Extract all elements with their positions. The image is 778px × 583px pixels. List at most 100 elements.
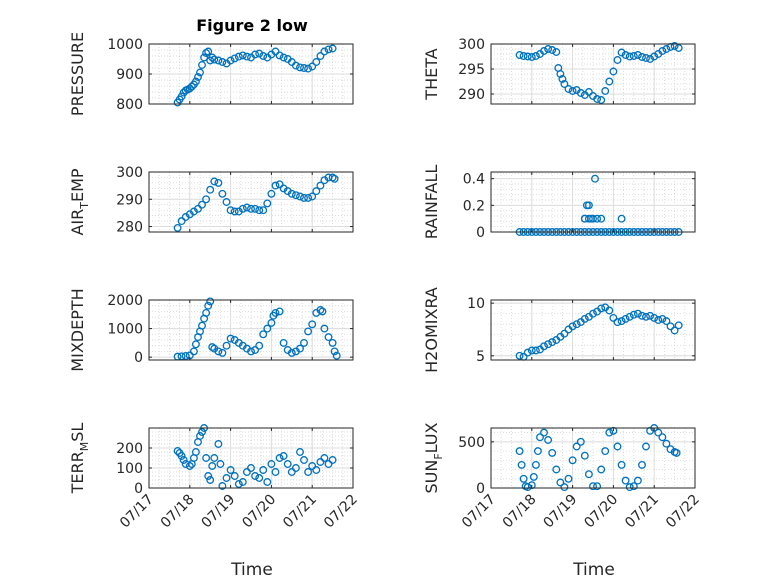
x-axis-label-right: Time (572, 560, 615, 580)
data-point (181, 352, 190, 360)
data-point (218, 348, 227, 357)
data-point (515, 351, 524, 360)
data-point (255, 49, 264, 58)
data-point (198, 321, 206, 330)
data-point (230, 207, 239, 216)
data-point (324, 45, 333, 54)
data-point (332, 351, 341, 360)
y-axis-label: H2OMIXRA (422, 287, 441, 373)
data-point (601, 87, 610, 95)
data-point (251, 204, 260, 213)
data-point (605, 306, 614, 315)
data-point (300, 338, 308, 347)
data-point (674, 321, 683, 330)
data-point (629, 310, 638, 319)
data-point (654, 428, 663, 437)
data-point (263, 199, 272, 208)
data-point (658, 433, 667, 442)
data-point (234, 52, 243, 61)
data-point (613, 56, 622, 64)
data-point (544, 340, 553, 349)
y-tick-label: 290 (458, 87, 485, 103)
data-point (646, 311, 655, 320)
y-axis-label: PRESSURE (68, 32, 87, 116)
axes-box (148, 299, 354, 361)
data-point (191, 340, 200, 349)
data-point (316, 52, 325, 60)
data-point (287, 468, 296, 476)
data-point (271, 47, 280, 56)
x-tick-label: 07/18 (158, 492, 198, 532)
data-point (572, 442, 581, 451)
data-point (536, 433, 544, 442)
data-point (560, 329, 569, 338)
data-point (576, 89, 585, 97)
data-point (527, 53, 536, 61)
data-point (324, 460, 333, 468)
data-point (287, 348, 296, 357)
data-point (601, 447, 610, 456)
data-point (204, 472, 213, 480)
data-point (304, 327, 313, 336)
data-point (291, 464, 300, 472)
data-point (330, 347, 339, 356)
data-point (194, 73, 202, 81)
data-point (593, 482, 602, 491)
data-point (605, 77, 614, 86)
data-point (560, 80, 569, 88)
subplot-1: 800 900 1000 PRESSURE (68, 32, 354, 116)
y-tick-label: 1000 (107, 37, 143, 53)
data-point (300, 64, 308, 72)
data-point (517, 460, 526, 469)
data-point (646, 55, 655, 63)
data-point (177, 217, 186, 226)
data-point (529, 472, 538, 481)
data-point (552, 48, 561, 56)
data-point (564, 474, 573, 483)
data-point (629, 482, 638, 491)
data-point (533, 447, 542, 456)
data-point (617, 460, 626, 469)
data-point (208, 53, 217, 62)
data-point (320, 454, 329, 462)
data-point (531, 52, 540, 60)
axes-box (148, 171, 354, 233)
data-point (633, 51, 642, 59)
data-point (185, 84, 194, 93)
data-point (633, 309, 642, 318)
y-tick-label: 2000 (107, 293, 143, 309)
data-point (515, 51, 524, 59)
data-point (204, 301, 213, 310)
data-point (617, 317, 626, 326)
data-point (255, 341, 264, 350)
data-point (202, 454, 211, 462)
data-point (548, 338, 557, 347)
subplot-3: 280 290 300 AIRTEMP (68, 165, 354, 236)
data-point (238, 204, 247, 213)
data-point (296, 192, 304, 201)
subplot-2: 290 295 300 THETA (422, 37, 696, 105)
data-point (308, 462, 317, 470)
y-tick-label: 0.4 (463, 172, 485, 188)
data-point (621, 51, 630, 59)
y-tick-label: 800 (116, 97, 143, 113)
data-point (202, 308, 211, 317)
data-point (206, 297, 215, 306)
data-point (540, 428, 548, 437)
data-point (316, 306, 325, 314)
data-point (279, 53, 288, 62)
data-point (255, 206, 264, 215)
data-point (597, 96, 606, 104)
data-point (275, 51, 284, 60)
axes-box (148, 427, 354, 489)
data-point (218, 58, 227, 66)
data-point (271, 308, 280, 317)
data-point (580, 451, 589, 460)
y-tick-label: 500 (458, 435, 485, 451)
axes-box (490, 299, 696, 361)
data-point (279, 338, 288, 347)
y-tick-label: 290 (116, 192, 143, 208)
y-axis-label: THETA (422, 48, 441, 100)
data-point (177, 452, 186, 460)
